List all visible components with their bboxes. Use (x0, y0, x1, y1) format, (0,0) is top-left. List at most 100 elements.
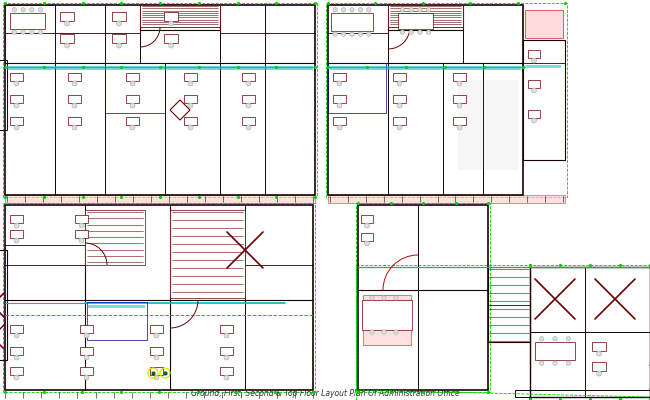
Bar (10, 215, 23, 223)
Bar (333, 95, 346, 103)
Circle shape (79, 223, 84, 228)
Bar (535, 342, 575, 360)
Circle shape (341, 8, 346, 12)
Bar (170, 210, 245, 298)
Bar (525, 10, 563, 38)
Bar (150, 325, 163, 333)
Point (308, 389, 318, 395)
Point (116, 194, 127, 200)
Bar (80, 367, 93, 375)
Bar (184, 117, 197, 125)
Bar (10, 95, 23, 103)
Bar (68, 117, 81, 125)
Bar (458, 80, 518, 170)
Bar (184, 95, 197, 103)
Bar (361, 233, 373, 241)
Bar (333, 117, 346, 125)
Bar (592, 362, 606, 371)
Point (525, 396, 535, 400)
Circle shape (457, 81, 462, 86)
Bar (150, 347, 163, 355)
Bar (164, 34, 178, 43)
Bar (528, 80, 540, 88)
Circle shape (154, 333, 159, 338)
Circle shape (246, 81, 251, 86)
Circle shape (552, 337, 557, 341)
Bar (10, 230, 23, 238)
Circle shape (341, 32, 346, 36)
Bar (331, 13, 373, 31)
Circle shape (246, 125, 251, 130)
Bar (10, 325, 23, 333)
Circle shape (397, 125, 402, 130)
Circle shape (358, 8, 363, 12)
Point (440, 64, 450, 70)
Circle shape (14, 81, 19, 86)
Point (512, 0, 523, 6)
Bar (242, 95, 255, 103)
Bar (75, 215, 88, 223)
Bar (126, 117, 139, 125)
Point (479, 64, 489, 70)
Bar (10, 215, 23, 223)
Bar (184, 95, 197, 103)
Bar (220, 367, 233, 375)
Bar (10, 347, 23, 355)
Bar (10, 347, 23, 355)
Bar (68, 73, 81, 81)
Circle shape (382, 296, 386, 300)
Bar (530, 267, 650, 397)
Bar (112, 12, 126, 21)
Bar (363, 295, 411, 345)
Circle shape (532, 58, 536, 63)
Bar (453, 73, 466, 81)
Bar (362, 300, 412, 330)
Bar (220, 325, 233, 333)
Bar (140, 5, 220, 27)
Bar (592, 362, 606, 371)
Point (465, 0, 475, 6)
Bar (242, 117, 255, 125)
Circle shape (130, 81, 135, 86)
Point (232, 64, 242, 70)
Circle shape (79, 238, 84, 243)
Point (194, 194, 204, 200)
Point (323, 64, 333, 70)
Circle shape (365, 223, 369, 228)
Bar (388, 5, 463, 27)
Bar (220, 347, 233, 355)
Bar (488, 267, 530, 342)
Bar (333, 95, 346, 103)
Point (154, 389, 164, 395)
Bar (5, 5, 315, 195)
Bar (60, 34, 74, 43)
Circle shape (64, 43, 70, 48)
Point (116, 0, 127, 6)
Circle shape (64, 21, 70, 26)
Bar (10, 73, 23, 81)
Circle shape (566, 337, 571, 341)
Bar (362, 300, 412, 330)
Bar (80, 325, 93, 333)
Point (155, 194, 165, 200)
Point (615, 262, 625, 268)
Circle shape (30, 8, 34, 12)
Circle shape (397, 81, 402, 86)
Bar (453, 117, 466, 125)
Point (385, 389, 396, 395)
Point (38, 194, 49, 200)
Circle shape (540, 361, 544, 366)
Circle shape (246, 103, 251, 108)
Point (525, 396, 535, 400)
Bar (112, 12, 126, 21)
Bar (242, 95, 255, 103)
Point (362, 64, 372, 70)
Point (525, 262, 535, 268)
Circle shape (367, 32, 371, 36)
Circle shape (154, 355, 159, 360)
Bar (5, 195, 315, 203)
Bar (361, 215, 373, 223)
Point (310, 194, 320, 200)
Point (450, 389, 461, 395)
Point (38, 389, 49, 395)
